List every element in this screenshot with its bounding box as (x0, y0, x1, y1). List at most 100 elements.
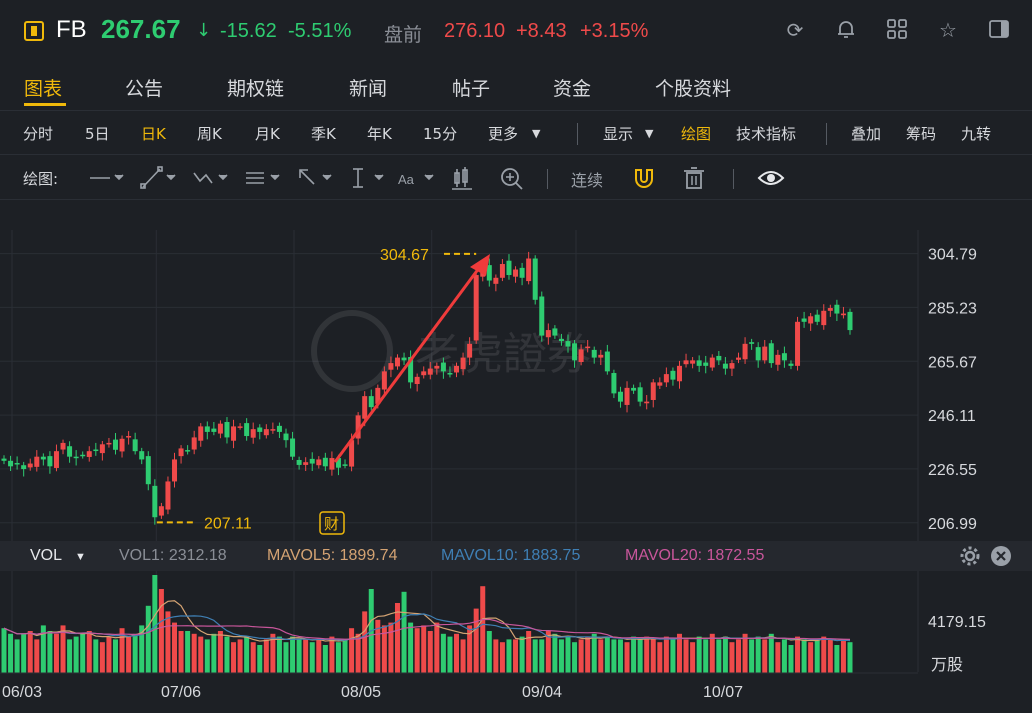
candle-body (808, 316, 814, 324)
last-price: 267.67 (101, 14, 181, 44)
chart-annotations: 304.67 207.11 财 (156, 247, 490, 535)
candle-body (178, 448, 184, 457)
volume-bar (394, 603, 400, 673)
candle-body (585, 346, 591, 349)
candle-body (558, 338, 564, 342)
tab-capital[interactable]: 资金 (553, 78, 592, 100)
grid-icon[interactable] (885, 18, 909, 42)
trash-icon[interactable] (682, 166, 706, 190)
volume-bar (670, 639, 676, 673)
candle-body (631, 387, 637, 391)
indicators-button[interactable]: 技术指标 (736, 125, 797, 143)
chips-button[interactable]: 筹码 (906, 125, 937, 143)
premarket-change: +8.43 (516, 20, 567, 42)
candle-body (657, 382, 663, 386)
display-menu[interactable]: 显示 (603, 125, 634, 143)
volume-bar (604, 636, 610, 673)
refresh-icon[interactable]: ⟳ (786, 18, 804, 42)
volume-bar (303, 639, 309, 673)
candle-body (637, 387, 643, 402)
chevron-down-icon: ▼ (75, 551, 86, 563)
date-tick-label: 06/03 (2, 684, 42, 701)
candle-body (545, 330, 551, 338)
candle-body (749, 342, 755, 344)
period-quarterly[interactable]: 季K (311, 125, 336, 143)
candle-body (250, 429, 256, 438)
price-tick-label: 285.23 (928, 300, 977, 317)
volume-bar (132, 633, 138, 673)
candle-body (434, 365, 440, 369)
candle-body (513, 269, 519, 277)
bell-icon[interactable] (834, 18, 858, 42)
close-icon[interactable] (990, 545, 1012, 567)
candle-body (388, 363, 394, 370)
volume-bar (499, 642, 505, 673)
volume-bar (827, 639, 833, 673)
tab-chart[interactable]: 图表 (24, 78, 63, 100)
td-sequential-button[interactable]: 九转 (961, 125, 992, 143)
mavol20-label: MAVOL20: 1872.55 (625, 547, 765, 564)
overlay-button[interactable]: 叠加 (851, 125, 882, 143)
volume-bar (244, 636, 250, 673)
tab-announcements[interactable]: 公告 (125, 78, 164, 100)
period-5day[interactable]: 5日 (85, 125, 110, 143)
volume-bar (362, 611, 368, 673)
volume-bar (198, 636, 204, 673)
settings-gear-icon[interactable] (959, 545, 981, 567)
volume-bar (808, 642, 814, 673)
candle-body (217, 423, 223, 434)
candle-body (99, 444, 105, 454)
period-more[interactable]: 更多 (488, 125, 519, 143)
volume-bar (617, 639, 623, 673)
volume-bar (126, 636, 132, 673)
trendline-tool-icon (140, 166, 176, 189)
tab-profile[interactable]: 个股资料 (655, 78, 732, 100)
volume-indicator-select[interactable]: VOL (30, 547, 63, 564)
change-pct: -5.51% (288, 20, 352, 42)
volume-bar (296, 639, 302, 673)
volume-bar (191, 633, 197, 673)
period-weekly[interactable]: 周K (197, 125, 222, 143)
volume-bar (591, 633, 597, 673)
panel-toggle-icon[interactable] (987, 18, 1011, 42)
chevron-down-icon: ▼ (645, 127, 654, 140)
volume-bar (611, 639, 617, 673)
earnings-marker-label: 财 (324, 516, 339, 533)
volume-bar (736, 639, 742, 673)
volume-bar (316, 639, 322, 673)
candle-body (676, 365, 682, 382)
volume-bar (565, 636, 571, 673)
period-intraday[interactable]: 分时 (23, 125, 54, 143)
tab-news[interactable]: 新闻 (349, 78, 388, 100)
draw-button[interactable]: 绘图 (681, 125, 712, 143)
volume-bar (657, 642, 663, 673)
period-15min[interactable]: 15分 (423, 125, 458, 143)
vol1-value: 2312.18 (168, 547, 227, 564)
volume-bar (217, 631, 223, 673)
low-marker-label: 207.11 (204, 515, 252, 532)
volume-bar (486, 631, 492, 673)
candle-body (440, 362, 446, 372)
eye-icon[interactable] (757, 168, 785, 188)
candle-body (145, 456, 151, 485)
period-daily[interactable]: 日K (141, 125, 166, 143)
tab-options[interactable]: 期权链 (227, 78, 285, 100)
tab-posts[interactable]: 帖子 (452, 78, 491, 100)
zoom-icon[interactable] (500, 167, 524, 191)
candle-body (381, 371, 387, 390)
volume-bar (47, 631, 53, 673)
price-chart[interactable]: 老虎證券 304.79 285.23 265.67 246.11 226.55 206.9… (0, 202, 1032, 713)
volume-bar (178, 631, 184, 673)
period-monthly[interactable]: 月K (255, 125, 280, 143)
continuous-toggle[interactable]: 连续 (571, 171, 604, 190)
candle-body (722, 363, 728, 369)
candle-body (349, 440, 355, 467)
volume-bar (158, 589, 164, 673)
magnet-icon[interactable] (632, 166, 656, 190)
candle-body (27, 463, 33, 468)
candle-body (244, 423, 250, 437)
volume-bar (112, 639, 118, 673)
period-yearly[interactable]: 年K (367, 125, 392, 143)
star-icon[interactable]: ☆ (939, 18, 957, 42)
candle-body (493, 277, 499, 284)
